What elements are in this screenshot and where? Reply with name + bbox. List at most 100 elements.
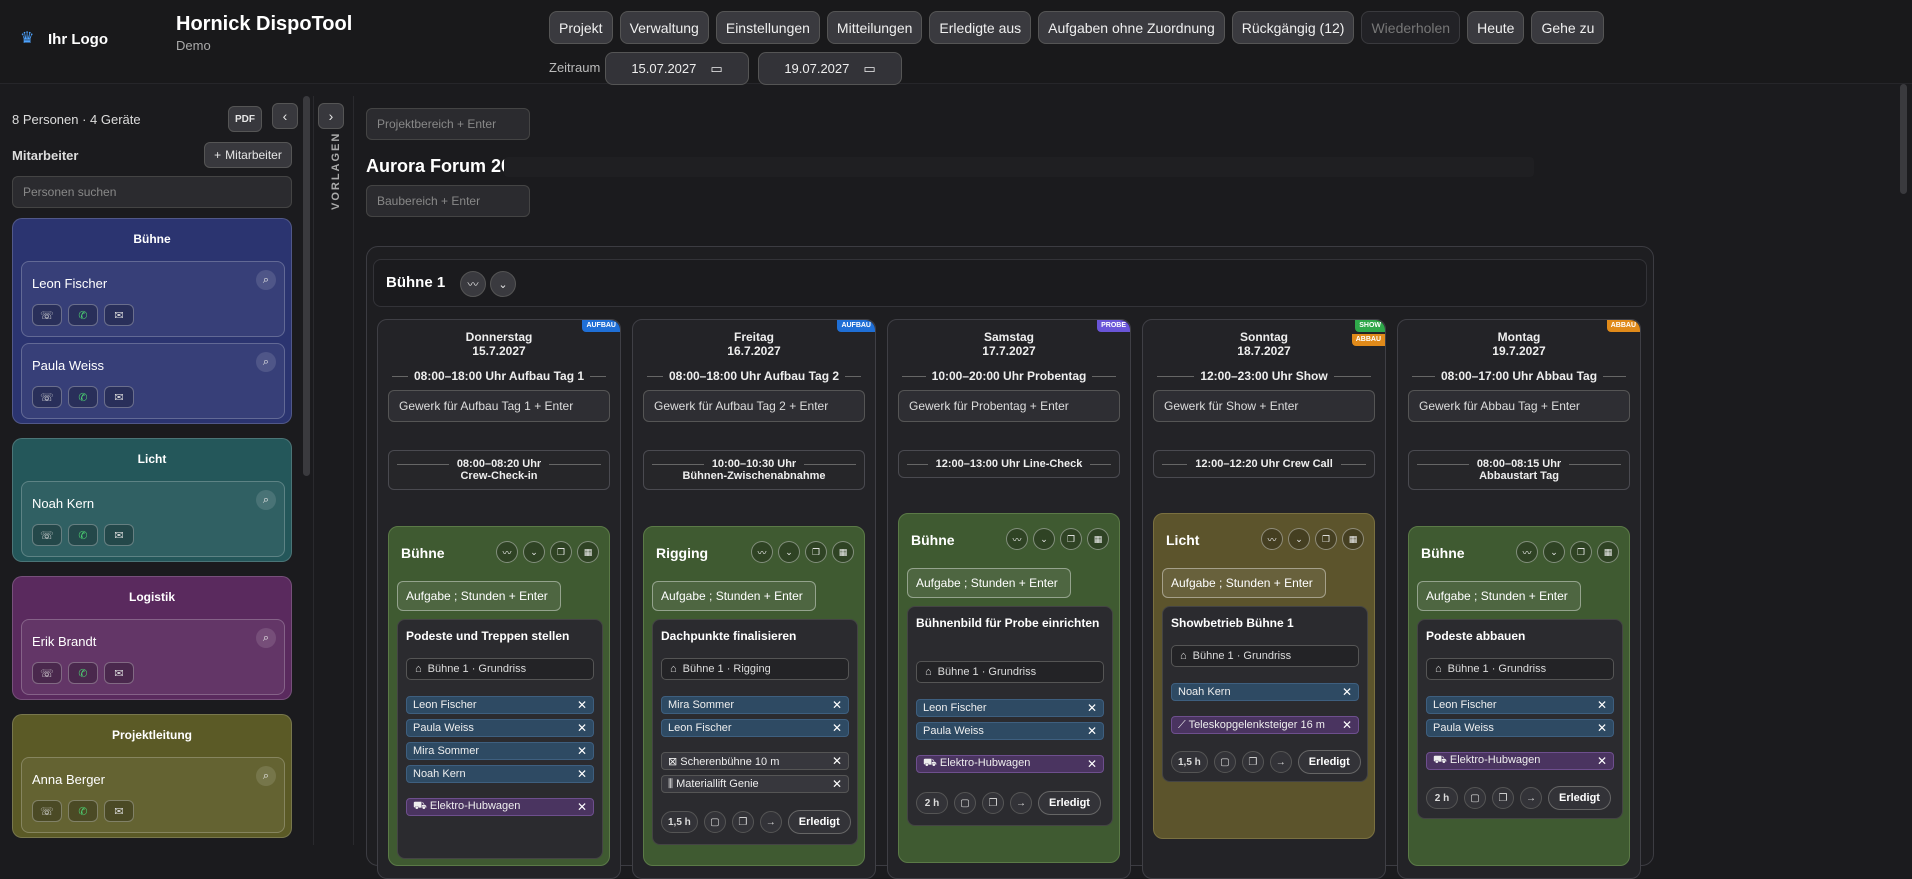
event-box[interactable]: 10:00–10:30 Uhr Bühnen-Zwischenabnahme	[643, 450, 865, 490]
close-icon[interactable]: ✕	[1086, 757, 1097, 771]
close-icon[interactable]: ✕	[576, 800, 587, 814]
redo-button[interactable]: Wiederholen	[1361, 11, 1461, 44]
assigned-person-chip[interactable]: Mira Sommer ✕	[661, 696, 849, 714]
arrow-right-icon[interactable]: →	[759, 811, 782, 833]
aufgabe-input[interactable]: Aufgabe ; Stunden + Enter	[1417, 581, 1581, 611]
search-icon[interactable]: ⌕	[256, 270, 276, 290]
assigned-device-chip[interactable]: ⫼ Materiallift Genie ✕	[661, 775, 849, 793]
close-icon[interactable]: ✕	[1086, 724, 1097, 738]
location-tag[interactable]: ⌂ Bühne 1 · Grundriss	[916, 661, 1104, 683]
wave-icon[interactable]: 〰	[1006, 528, 1028, 550]
today-button[interactable]: Heute	[1467, 11, 1525, 44]
close-icon[interactable]: ✕	[576, 698, 587, 712]
location-tag[interactable]: ⌂ Bühne 1 · Rigging	[661, 658, 849, 680]
assigned-device-chip[interactable]: ⛟ Elektro-Hubwagen ✕	[406, 798, 594, 816]
copy-icon[interactable]: ❐	[1241, 751, 1264, 773]
phone-icon[interactable]: ☏	[32, 662, 62, 684]
erledigt-button[interactable]: Erledigt	[1038, 791, 1101, 815]
person-card[interactable]: Anna Berger ⌕ ☏ ✆ ✉	[21, 757, 285, 833]
wave-icon[interactable]: 〰	[751, 541, 773, 563]
whatsapp-icon[interactable]: ✆	[68, 304, 98, 326]
search-icon[interactable]: ⌕	[256, 490, 276, 510]
person-search-input[interactable]: Personen suchen	[12, 176, 292, 208]
close-icon[interactable]: ✕	[576, 721, 587, 735]
assigned-device-chip[interactable]: ⊠ Scherenbühne 10 m ✕	[661, 752, 849, 770]
search-icon[interactable]: ⌕	[256, 628, 276, 648]
aufgabe-input[interactable]: Aufgabe ; Stunden + Enter	[1162, 568, 1326, 598]
pdf-button[interactable]: PDF	[228, 106, 262, 132]
assigned-person-chip[interactable]: Paula Weiss ✕	[916, 722, 1104, 740]
task-item[interactable]: Showbetrieb Bühne 1 ⌂ Bühne 1 · Grundriss…	[1162, 606, 1368, 782]
close-icon[interactable]: ✕	[831, 721, 842, 735]
person-card[interactable]: Paula Weiss ⌕ ☏ ✆ ✉	[21, 343, 285, 419]
aufgabe-input[interactable]: Aufgabe ; Stunden + Enter	[652, 581, 816, 611]
nav-aufgaben-ohne-zuordnung-button[interactable]: Aufgaben ohne Zuordnung	[1038, 11, 1225, 44]
nav-mitteilungen-button[interactable]: Mitteilungen	[826, 11, 923, 44]
task-item[interactable]: Dachpunkte finalisieren ⌂ Bühne 1 · Riggi…	[652, 619, 858, 845]
location-tag[interactable]: ⌂ Bühne 1 · Grundriss	[406, 658, 594, 680]
erledigt-button[interactable]: Erledigt	[787, 810, 851, 834]
assigned-device-chip[interactable]: ⛟ Elektro-Hubwagen ✕	[1426, 752, 1614, 770]
nav-erledigte-aus-button[interactable]: Erledigte aus	[929, 11, 1032, 44]
task-item[interactable]: Podeste und Treppen stellen ⌂ Bühne 1 · G…	[397, 619, 603, 859]
event-box[interactable]: 12:00–13:00 Uhr Line-Check	[898, 450, 1120, 478]
event-box[interactable]: 08:00–08:20 Uhr Crew-Check-in	[388, 450, 610, 490]
nav-verwaltung-button[interactable]: Verwaltung	[619, 11, 709, 44]
whatsapp-icon[interactable]: ✆	[68, 800, 98, 822]
sidebar-scrollbar[interactable]	[303, 96, 310, 476]
assigned-person-chip[interactable]: Noah Kern ✕	[406, 765, 594, 783]
arrow-right-icon[interactable]: →	[1269, 751, 1292, 773]
mail-icon[interactable]: ✉	[104, 304, 134, 326]
assigned-person-chip[interactable]: Mira Sommer ✕	[406, 742, 594, 760]
gewerk-input[interactable]: Gewerk für Abbau Tag + Enter	[1408, 390, 1630, 422]
assigned-person-chip[interactable]: Paula Weiss ✕	[1426, 719, 1614, 737]
copy-icon[interactable]: ❐	[731, 811, 754, 833]
grid-icon[interactable]: ▦	[1342, 528, 1364, 550]
comment-icon[interactable]: ▢	[703, 811, 726, 833]
chevron-down-icon[interactable]: ⌄	[1543, 541, 1565, 563]
copy-icon[interactable]: ❐	[1570, 541, 1592, 563]
grid-icon[interactable]: ▦	[577, 541, 599, 563]
whatsapp-icon[interactable]: ✆	[68, 524, 98, 546]
baubereich-input[interactable]: Baubereich + Enter	[366, 185, 530, 217]
gewerk-input[interactable]: Gewerk für Probentag + Enter	[898, 390, 1120, 422]
location-tag[interactable]: ⌂ Bühne 1 · Grundriss	[1426, 658, 1614, 680]
nav-einstellungen-button[interactable]: Einstellungen	[715, 11, 820, 44]
assigned-person-chip[interactable]: Leon Fischer ✕	[916, 699, 1104, 717]
assigned-device-chip[interactable]: ⟋ Teleskopgelenksteiger 16 m ✕	[1171, 716, 1359, 734]
task-item[interactable]: Podeste abbauen ⌂ Bühne 1 · Grundriss Leo…	[1417, 619, 1623, 819]
chevron-left-icon[interactable]: ‹	[272, 103, 298, 129]
chevron-down-icon[interactable]: ⌄	[1288, 528, 1310, 550]
copy-icon[interactable]: ❐	[1492, 787, 1514, 809]
close-icon[interactable]: ✕	[1341, 718, 1352, 732]
arrow-right-icon[interactable]: →	[1010, 792, 1032, 814]
add-mitarbeiter-button[interactable]: + Mitarbeiter	[204, 142, 292, 168]
undo-button[interactable]: Rückgängig (12)	[1231, 11, 1355, 44]
goto-button[interactable]: Gehe zu	[1531, 11, 1605, 44]
close-icon[interactable]: ✕	[1086, 701, 1097, 715]
close-icon[interactable]: ✕	[1341, 685, 1352, 699]
close-icon[interactable]: ✕	[831, 698, 842, 712]
comment-icon[interactable]: ▢	[954, 792, 976, 814]
wave-icon[interactable]: 〰	[1516, 541, 1538, 563]
wave-icon[interactable]: 〰	[496, 541, 518, 563]
search-icon[interactable]: ⌕	[256, 766, 276, 786]
projektbereich-input[interactable]: Projektbereich + Enter	[366, 108, 530, 140]
gewerk-input[interactable]: Gewerk für Show + Enter	[1153, 390, 1375, 422]
erledigt-button[interactable]: Erledigt	[1548, 786, 1611, 810]
arrow-right-icon[interactable]: →	[1520, 787, 1542, 809]
erledigt-button[interactable]: Erledigt	[1297, 750, 1361, 774]
person-card[interactable]: Erik Brandt ⌕ ☏ ✆ ✉	[21, 619, 285, 695]
event-box[interactable]: 08:00–08:15 Uhr Abbaustart Tag	[1408, 450, 1630, 490]
date-to-input[interactable]: 19.07.2027 ▭	[758, 52, 902, 85]
assigned-person-chip[interactable]: Noah Kern ✕	[1171, 683, 1359, 701]
gewerk-input[interactable]: Gewerk für Aufbau Tag 1 + Enter	[388, 390, 610, 422]
grid-icon[interactable]: ▦	[832, 541, 854, 563]
assigned-person-chip[interactable]: Leon Fischer ✕	[1426, 696, 1614, 714]
event-box[interactable]: 12:00–12:20 Uhr Crew Call	[1153, 450, 1375, 478]
close-icon[interactable]: ✕	[831, 754, 842, 768]
chevron-down-icon[interactable]: ⌄	[1033, 528, 1055, 550]
phone-icon[interactable]: ☏	[32, 386, 62, 408]
chevron-down-icon[interactable]: ⌄	[523, 541, 545, 563]
mail-icon[interactable]: ✉	[104, 662, 134, 684]
